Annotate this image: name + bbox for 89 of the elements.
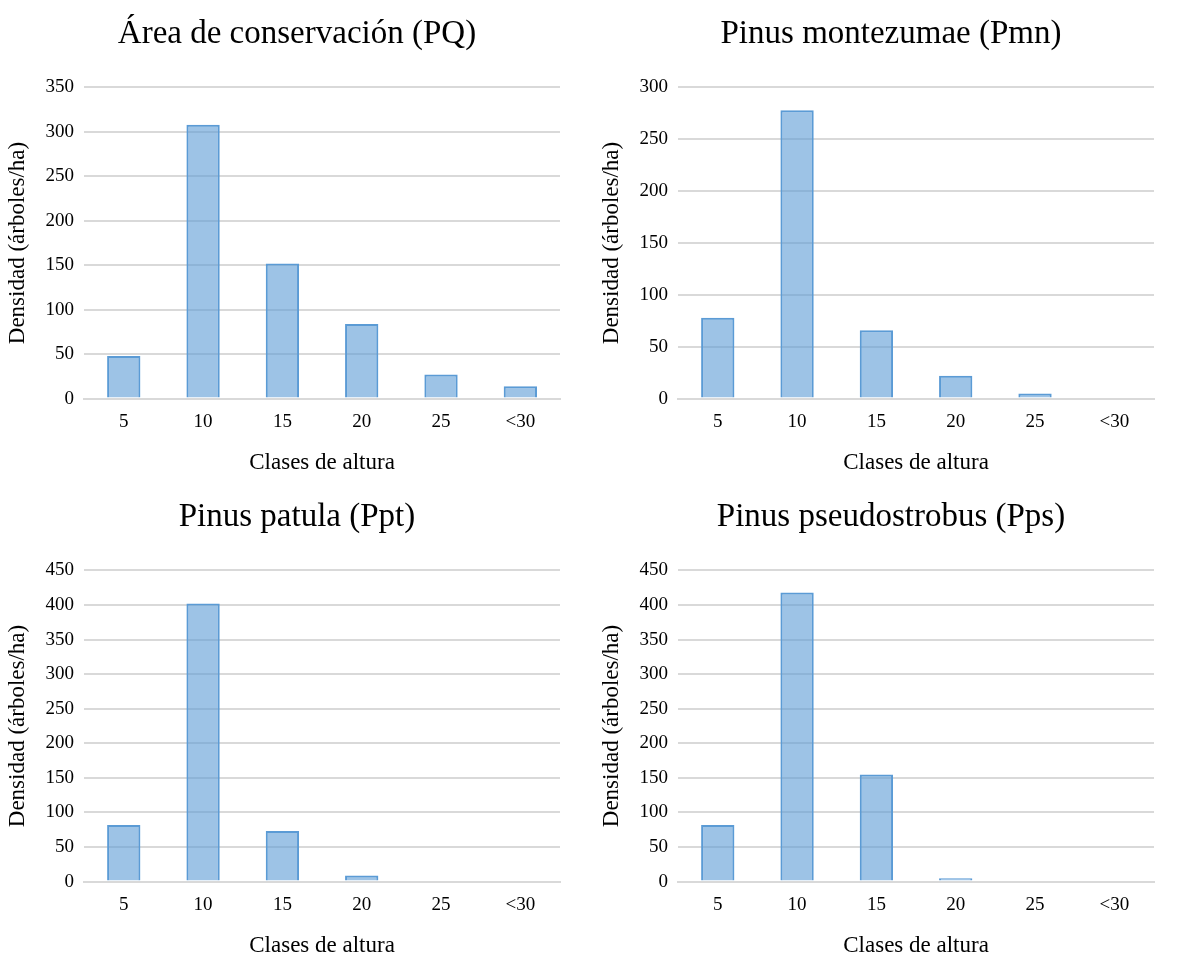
x-axis-title: Clases de altura	[249, 932, 395, 958]
y-tick-label: 250	[639, 696, 669, 718]
x-tick-label: 25	[431, 409, 451, 431]
x-tick-label: 25	[431, 892, 451, 914]
y-axis-title: Densidad (árboles/ha)	[3, 624, 29, 828]
bar	[107, 355, 141, 398]
x-tick-label: 25	[1025, 409, 1045, 431]
bar	[424, 374, 458, 398]
y-tick-label: 250	[639, 127, 669, 149]
y-tick-label: 50	[55, 342, 75, 364]
y-tick-label: 300	[639, 75, 669, 97]
x-axis-title: Clases de altura	[843, 932, 989, 958]
y-axis-title: Densidad (árboles/ha)	[597, 624, 623, 828]
y-tick-label: 100	[639, 282, 669, 304]
bar	[939, 375, 973, 398]
y-axis-title: Densidad (árboles/ha)	[3, 141, 29, 345]
y-tick-label: 0	[64, 386, 75, 408]
x-tick-label: 10	[787, 409, 807, 431]
chart-title: Pinus pseudostrobus (Pps)	[715, 497, 1067, 534]
x-tick-label: 10	[193, 892, 213, 914]
bar	[1018, 393, 1052, 398]
y-tick-label: 200	[639, 179, 669, 201]
x-tick-label: 25	[1025, 892, 1045, 914]
y-tick-label: 100	[45, 800, 75, 822]
y-axis-title: Densidad (árboles/ha)	[597, 141, 623, 345]
y-tick-label: 350	[45, 627, 75, 649]
x-tick-label: 20	[946, 409, 966, 431]
y-tick-label: 200	[45, 208, 75, 230]
bar	[265, 263, 300, 398]
x-tick-label: 20	[352, 892, 372, 914]
bar	[186, 124, 220, 398]
bar	[186, 603, 220, 881]
y-tick-label: 400	[45, 592, 75, 614]
y-tick-label: 50	[649, 835, 669, 857]
x-tick-label: 5	[119, 892, 129, 914]
x-tick-label: 10	[787, 892, 807, 914]
bar	[780, 110, 814, 398]
y-tick-label: 150	[45, 765, 75, 787]
bar	[780, 592, 814, 881]
y-tick-label: 450	[639, 558, 669, 580]
bar	[107, 824, 141, 881]
y-tick-label: 200	[639, 731, 669, 753]
bar	[701, 317, 735, 398]
x-tick-label: <30	[1099, 892, 1130, 914]
chart-title: Área de conservación (PQ)	[116, 14, 478, 51]
y-tick-label: 250	[45, 696, 75, 718]
y-tick-label: 150	[45, 253, 75, 275]
bar	[265, 831, 300, 881]
bar	[503, 386, 537, 398]
bar	[859, 774, 894, 881]
y-tick-label: 250	[45, 164, 75, 186]
x-tick-label: 5	[713, 892, 723, 914]
x-tick-label: 20	[352, 409, 372, 431]
y-tick-label: 350	[639, 627, 669, 649]
y-tick-label: 50	[649, 334, 669, 356]
x-tick-label: 15	[866, 409, 886, 431]
bar	[345, 323, 379, 398]
y-tick-label: 0	[658, 386, 669, 408]
y-tick-label: 200	[45, 731, 75, 753]
x-tick-label: 15	[866, 892, 886, 914]
x-tick-label: 5	[713, 409, 723, 431]
x-tick-label: <30	[505, 892, 536, 914]
y-tick-label: 300	[45, 119, 75, 141]
chart-title: Pinus patula (Ppt)	[177, 497, 417, 534]
y-tick-label: 350	[45, 75, 75, 97]
y-tick-label: 100	[45, 297, 75, 319]
x-axis-title: Clases de altura	[249, 449, 395, 475]
y-tick-label: 50	[55, 835, 75, 857]
y-tick-label: 100	[639, 800, 669, 822]
y-tick-label: 0	[64, 869, 75, 891]
x-tick-label: <30	[505, 409, 536, 431]
bar	[859, 330, 894, 398]
x-tick-label: 20	[946, 892, 966, 914]
x-tick-label: 15	[272, 409, 292, 431]
x-axis-title: Clases de altura	[843, 449, 989, 475]
y-tick-label: 150	[639, 230, 669, 252]
x-tick-label: <30	[1099, 409, 1130, 431]
y-tick-label: 300	[639, 662, 669, 684]
x-tick-label: 5	[119, 409, 129, 431]
x-tick-label: 10	[193, 409, 213, 431]
y-tick-label: 300	[45, 662, 75, 684]
y-tick-label: 0	[658, 869, 669, 891]
y-tick-label: 450	[45, 558, 75, 580]
bar	[701, 824, 735, 881]
y-tick-label: 150	[639, 765, 669, 787]
x-tick-label: 15	[272, 892, 292, 914]
chart-title: Pinus montezumae (Pmn)	[719, 14, 1063, 51]
y-tick-label: 400	[639, 592, 669, 614]
bar	[345, 875, 379, 881]
